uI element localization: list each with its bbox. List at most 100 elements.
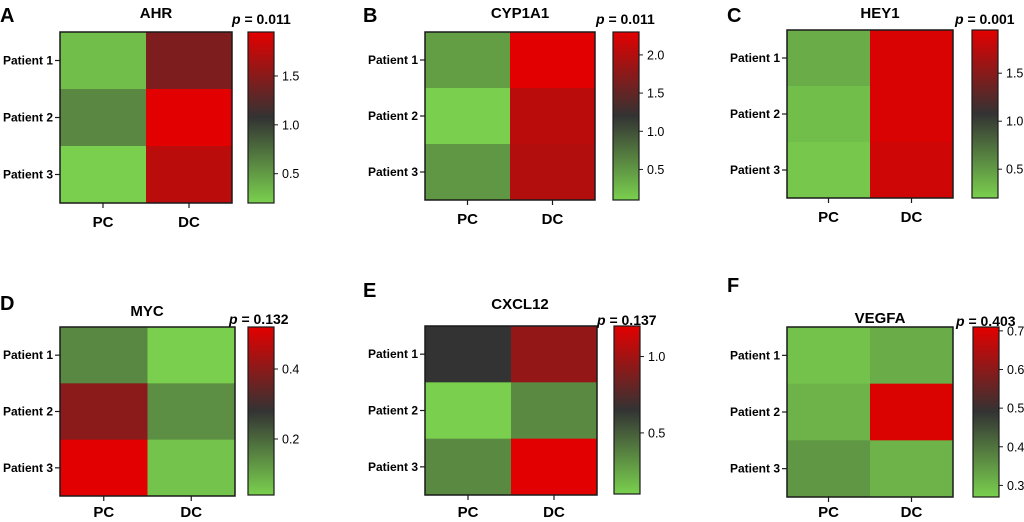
p-symbol: p <box>596 312 606 328</box>
p-value: = 0.011 <box>605 11 655 27</box>
colorbar-tick-label: 0.5 <box>282 167 299 181</box>
gene-title: VEGFA <box>855 310 906 327</box>
p-value-label: p = 0.011 <box>231 11 291 27</box>
p-value-label: p = 0.011 <box>595 11 655 27</box>
column-label: PC <box>818 504 839 521</box>
p-value: = 0.137 <box>606 312 657 328</box>
heatmap-cell <box>425 382 512 440</box>
gene-title: HEY1 <box>860 5 899 22</box>
column-label: DC <box>543 504 565 521</box>
heatmap-cell <box>787 30 871 87</box>
p-value-label: p = 0.001 <box>954 11 1015 27</box>
colorbar-tick-label: 0.5 <box>1007 402 1024 416</box>
p-symbol: p <box>955 313 965 329</box>
heatmap-cell <box>146 32 233 90</box>
panel-f: F VEGFA p = 0.403 Patient 1 Patient 2 Patient… <box>727 275 1024 521</box>
heatmap-cell <box>425 88 511 145</box>
colorbar <box>613 325 641 495</box>
colorbar-tick-label: 0.7 <box>1007 324 1024 338</box>
panel-c: C HEY1 p = 0.001 Patient 1 Patient 2 Patient … <box>727 5 1023 226</box>
row-label: Patient 3 <box>3 168 53 182</box>
panel-e: E CXCL12 p = 0.137 Patient 1 Patient 2 Patien… <box>363 280 665 521</box>
colorbar-tick-label: 1.5 <box>1006 67 1023 81</box>
p-symbol: p <box>954 11 964 27</box>
heatmap-cell <box>425 32 511 89</box>
panel-a: A AHR p = 0.011 Patient 1 Patient 2 Patient 3… <box>0 5 299 231</box>
heatmap-cell <box>787 86 871 143</box>
p-value: = 0.011 <box>241 11 291 27</box>
heatmap-cell <box>147 383 236 441</box>
p-value: = 0.403 <box>965 313 1016 329</box>
p-symbol: p <box>231 11 241 27</box>
panel-letter: B <box>363 5 377 27</box>
column-label: PC <box>93 504 114 521</box>
column-label: DC <box>901 209 923 226</box>
column-label: DC <box>542 211 564 228</box>
colorbar-tick-label: 1.0 <box>1006 115 1023 129</box>
column-label: PC <box>458 504 479 521</box>
heatmap-cell <box>870 383 954 441</box>
heatmap-cell <box>146 89 233 147</box>
row-label: Patient 2 <box>3 111 53 125</box>
row-label: Patient 1 <box>3 348 53 362</box>
colorbar-tick-label: 0.5 <box>1006 163 1023 177</box>
heatmap-cell <box>60 383 148 441</box>
row-label: Patient 3 <box>368 165 418 179</box>
colorbar <box>247 326 275 496</box>
colorbar-tick-label: 0.5 <box>647 163 664 177</box>
heatmap-cell <box>60 327 148 384</box>
p-value: = 0.001 <box>964 11 1015 27</box>
panel-d: D MYC p = 0.132 Patient 1 Patient 2 Patient 3… <box>0 293 299 521</box>
row-label: Patient 1 <box>368 347 418 361</box>
panel-letter: D <box>0 293 14 315</box>
p-value: = 0.132 <box>238 311 289 327</box>
row-label: Patient 2 <box>368 109 418 123</box>
p-symbol: p <box>595 11 605 27</box>
column-label: PC <box>93 214 114 231</box>
heatmap-cell <box>787 383 871 441</box>
row-label: Patient 1 <box>730 348 780 362</box>
heatmap-cell <box>425 144 511 201</box>
colorbar-tick-label: 0.6 <box>1007 363 1024 377</box>
gene-title: MYC <box>130 303 164 320</box>
panel-letter: F <box>727 275 739 297</box>
heatmap-cell <box>147 439 236 497</box>
heatmap-cell <box>870 440 954 498</box>
heatmap-cell <box>60 146 147 204</box>
row-label: Patient 3 <box>730 462 780 476</box>
heatmap-cell <box>787 440 871 498</box>
row-label: Patient 1 <box>368 53 418 67</box>
heatmap-cell <box>870 142 954 199</box>
column-label: DC <box>178 214 200 231</box>
heatmap-cell <box>425 326 512 383</box>
heatmap-cell <box>60 439 148 497</box>
gene-title: AHR <box>140 5 173 22</box>
row-label: Patient 3 <box>730 163 780 177</box>
p-symbol: p <box>228 311 238 327</box>
heatmap-cell <box>870 30 954 87</box>
p-value-label: p = 0.137 <box>596 312 657 328</box>
column-label: PC <box>457 211 478 228</box>
colorbar-tick-label: 2.0 <box>647 48 664 62</box>
row-label: Patient 2 <box>730 107 780 121</box>
heatmap-cell <box>511 382 598 440</box>
panel-letter: A <box>0 5 14 27</box>
colorbar <box>612 31 640 201</box>
colorbar-tick-label: 1.5 <box>282 69 299 83</box>
heatmap-cell <box>511 438 598 496</box>
p-value-label: p = 0.403 <box>955 313 1016 329</box>
heatmap-cell <box>146 146 233 204</box>
gene-title: CYP1A1 <box>491 5 549 22</box>
heatmap-cell <box>425 438 512 496</box>
panel-letter: C <box>727 5 741 27</box>
row-label: Patient 2 <box>368 404 418 418</box>
gene-title: CXCL12 <box>491 296 549 313</box>
colorbar-tick-label: 1.0 <box>647 125 664 139</box>
heatmap-cell <box>510 144 596 201</box>
panel-letter: E <box>363 280 376 302</box>
heatmap-cell <box>787 327 871 385</box>
heatmap-cell <box>60 32 147 90</box>
colorbar-tick-label: 0.4 <box>1007 440 1024 454</box>
row-label: Patient 1 <box>3 54 53 68</box>
colorbar <box>247 31 275 204</box>
